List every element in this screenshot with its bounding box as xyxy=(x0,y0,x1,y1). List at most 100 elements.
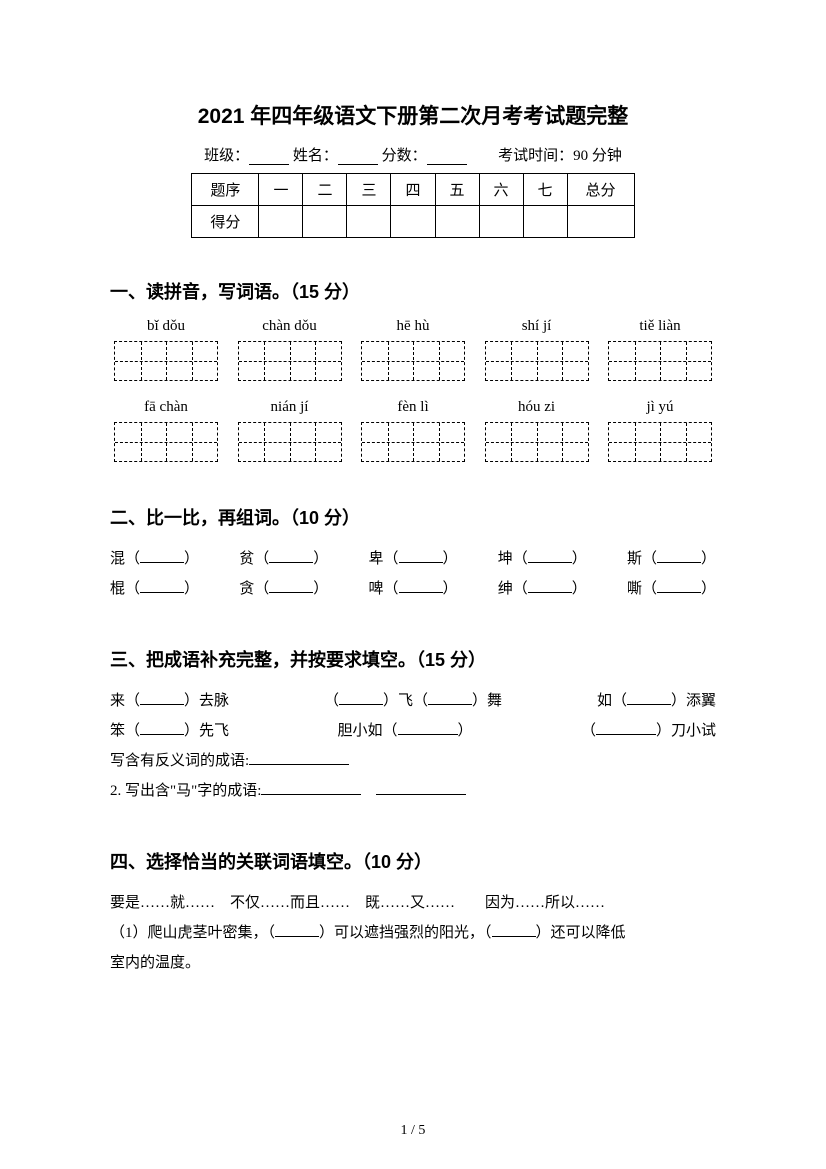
pinyin-item: hóu zi xyxy=(485,399,589,416)
name-label: 姓名： xyxy=(293,148,338,164)
fill-blank[interactable] xyxy=(140,579,184,593)
text: 胆小如（ xyxy=(337,723,397,739)
td-blank[interactable] xyxy=(435,206,479,238)
section-1-heading: 一、读拼音，写词语。（15 分） xyxy=(110,278,716,304)
pinyin-item: fā chàn xyxy=(114,399,218,416)
td-blank[interactable] xyxy=(567,206,634,238)
class-blank[interactable] xyxy=(249,149,289,165)
td-blank[interactable] xyxy=(391,206,435,238)
char: 绅 xyxy=(498,581,513,597)
class-label: 班级： xyxy=(204,148,249,164)
pinyin-item: nián jí xyxy=(238,399,342,416)
char: 嘶 xyxy=(627,581,642,597)
section-4-heading: 四、选择恰当的关联词语填空。（10 分） xyxy=(110,848,716,874)
fill-blank[interactable] xyxy=(428,691,472,705)
th-4: 四 xyxy=(391,174,435,206)
fill-blank[interactable] xyxy=(528,549,572,563)
fill-blank[interactable] xyxy=(657,579,701,593)
section-4: 四、选择恰当的关联词语填空。（10 分） 要是……就…… 不仅……而且…… 既…… xyxy=(110,848,716,978)
pinyin-item: shí jí xyxy=(485,318,589,335)
fill-blank[interactable] xyxy=(492,923,536,937)
char-box[interactable] xyxy=(114,422,218,462)
char-box[interactable] xyxy=(485,341,589,381)
th-5: 五 xyxy=(435,174,479,206)
page-title: 2021 年四年级语文下册第二次月考考试题完整 xyxy=(110,100,716,130)
idiom-row-1: 来（）去脉 （）飞（）舞 如（）添翼 xyxy=(110,686,716,716)
text: 如（ xyxy=(597,693,627,709)
pinyin-row-2: fā chàn nián jí fèn lì hóu zi jì yú xyxy=(110,399,716,416)
char-box[interactable] xyxy=(608,341,712,381)
char: 贫 xyxy=(239,551,254,567)
text: ）还可以降低 xyxy=(536,925,626,941)
char: 棍 xyxy=(110,581,125,597)
section-2-heading: 二、比一比，再组词。（10 分） xyxy=(110,504,716,530)
fill-blank[interactable] xyxy=(269,549,313,563)
idiom-row-2: 笨（）先飞 胆小如（） （）刀小试 xyxy=(110,716,716,746)
fill-blank[interactable] xyxy=(140,721,184,735)
text: （ xyxy=(324,693,339,709)
section-3-heading: 三、把成语补充完整，并按要求填空。（15 分） xyxy=(110,646,716,672)
fill-blank[interactable] xyxy=(339,691,383,705)
text: ）刀小试 xyxy=(656,723,716,739)
table-row: 题序 一 二 三 四 五 六 七 总分 xyxy=(192,174,634,206)
char: 贪 xyxy=(239,581,254,597)
fill-blank[interactable] xyxy=(627,691,671,705)
th-total: 总分 xyxy=(567,174,634,206)
text: ）添翼 xyxy=(671,693,716,709)
score-blank[interactable] xyxy=(427,149,467,165)
text: ）去脉 xyxy=(184,693,229,709)
text: ）飞（ xyxy=(383,693,428,709)
td-blank[interactable] xyxy=(303,206,347,238)
th-2: 二 xyxy=(303,174,347,206)
fill-blank[interactable] xyxy=(140,549,184,563)
fill-blank[interactable] xyxy=(249,751,349,765)
fill-blank[interactable] xyxy=(261,781,361,795)
page-footer: 1 / 5 xyxy=(0,1123,826,1139)
char: 混 xyxy=(110,551,125,567)
char: 斯 xyxy=(627,551,642,567)
pinyin-item: chàn dǒu xyxy=(238,318,342,335)
char-box[interactable] xyxy=(238,422,342,462)
td-blank[interactable] xyxy=(523,206,567,238)
char-box[interactable] xyxy=(361,341,465,381)
char-box[interactable] xyxy=(361,422,465,462)
char-box[interactable] xyxy=(485,422,589,462)
char-box[interactable] xyxy=(238,341,342,381)
name-blank[interactable] xyxy=(338,149,378,165)
pinyin-item: bǐ dǒu xyxy=(114,318,218,335)
char-box[interactable] xyxy=(608,422,712,462)
fill-blank[interactable] xyxy=(140,691,184,705)
text: （1）爬山虎茎叶密集，（ xyxy=(110,925,275,941)
fill-blank[interactable] xyxy=(399,579,443,593)
fill-blank[interactable] xyxy=(657,549,701,563)
time-label: 考试时间：90 分钟 xyxy=(498,148,622,164)
fill-blank[interactable] xyxy=(528,579,572,593)
th-6: 六 xyxy=(479,174,523,206)
info-line: 班级： 姓名： 分数： 考试时间：90 分钟 xyxy=(110,144,716,165)
td-blank[interactable] xyxy=(347,206,391,238)
section-1: 一、读拼音，写词语。（15 分） bǐ dǒu chàn dǒu hē hù s… xyxy=(110,278,716,462)
char-box[interactable] xyxy=(114,341,218,381)
fill-blank[interactable] xyxy=(596,721,656,735)
char-box-row-1 xyxy=(110,341,716,381)
section-2: 二、比一比，再组词。（10 分） 混（） 贫（） 卑（） 坤（） 斯（） 棍（）… xyxy=(110,504,716,604)
fill-blank[interactable] xyxy=(399,549,443,563)
question-1-cont: 室内的温度。 xyxy=(110,948,716,978)
fill-blank[interactable] xyxy=(275,923,319,937)
question-1: （1）爬山虎茎叶密集，（ ）可以遮挡强烈的阳光，（ ）还可以降低 xyxy=(110,918,716,948)
char-box-row-2 xyxy=(110,422,716,462)
td-blank[interactable] xyxy=(479,206,523,238)
pinyin-item: hē hù xyxy=(361,318,465,335)
td-blank[interactable] xyxy=(259,206,303,238)
fill-blank[interactable] xyxy=(398,721,458,735)
compare-row-1: 混（） 贫（） 卑（） 坤（） 斯（） xyxy=(110,544,716,574)
text: 写含有反义词的成语: xyxy=(110,753,249,769)
fill-blank[interactable] xyxy=(376,781,466,795)
text: 2. 写出含"马"字的成语: xyxy=(110,783,261,799)
th-1: 一 xyxy=(259,174,303,206)
conjunction-options: 要是……就…… 不仅……而且…… 既……又…… 因为……所以…… xyxy=(110,888,716,918)
text: （ xyxy=(581,723,596,739)
text: 来（ xyxy=(110,693,140,709)
text: ）可以遮挡强烈的阳光，（ xyxy=(319,925,492,941)
fill-blank[interactable] xyxy=(269,579,313,593)
